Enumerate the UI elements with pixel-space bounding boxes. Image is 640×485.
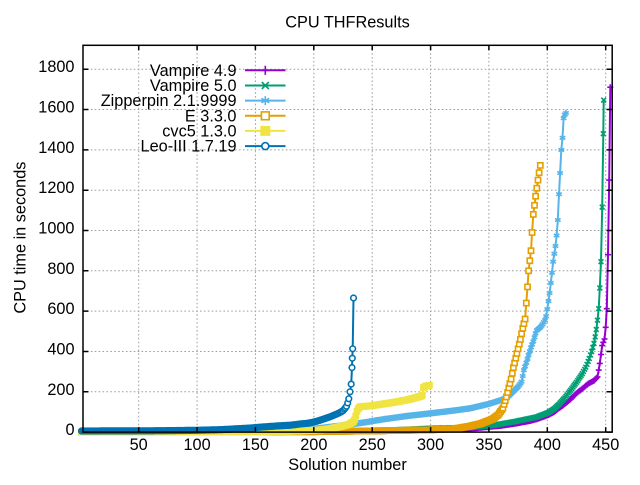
svg-text:300: 300: [417, 436, 444, 454]
svg-text:200: 200: [47, 381, 74, 399]
svg-text:Vampire 4.9: Vampire 4.9: [150, 62, 237, 80]
svg-text:250: 250: [359, 436, 386, 454]
svg-text:1800: 1800: [38, 58, 74, 76]
svg-text:E 3.3.0: E 3.3.0: [185, 107, 237, 125]
svg-text:150: 150: [242, 436, 269, 454]
svg-text:Vampire 5.0: Vampire 5.0: [150, 77, 237, 95]
svg-text:CPU THFResults: CPU THFResults: [285, 14, 410, 32]
svg-text:0: 0: [65, 421, 74, 439]
svg-text:1400: 1400: [38, 139, 74, 157]
svg-text:Leo-III 1.7.19: Leo-III 1.7.19: [141, 138, 237, 156]
svg-text:600: 600: [47, 300, 74, 318]
svg-text:50: 50: [130, 436, 148, 454]
svg-text:200: 200: [300, 436, 327, 454]
svg-text:800: 800: [47, 260, 74, 278]
svg-text:Solution number: Solution number: [288, 456, 407, 474]
svg-text:1000: 1000: [38, 220, 74, 238]
svg-text:350: 350: [475, 436, 502, 454]
svg-text:CPU time in seconds: CPU time in seconds: [12, 162, 30, 314]
svg-text:400: 400: [47, 341, 74, 359]
svg-text:100: 100: [184, 436, 211, 454]
svg-text:450: 450: [592, 436, 619, 454]
svg-text:Zipperpin 2.1.9999: Zipperpin 2.1.9999: [101, 92, 237, 110]
svg-text:cvc5 1.3.0: cvc5 1.3.0: [162, 122, 236, 140]
svg-text:1200: 1200: [38, 179, 74, 197]
svg-text:400: 400: [534, 436, 561, 454]
svg-text:1600: 1600: [38, 99, 74, 117]
